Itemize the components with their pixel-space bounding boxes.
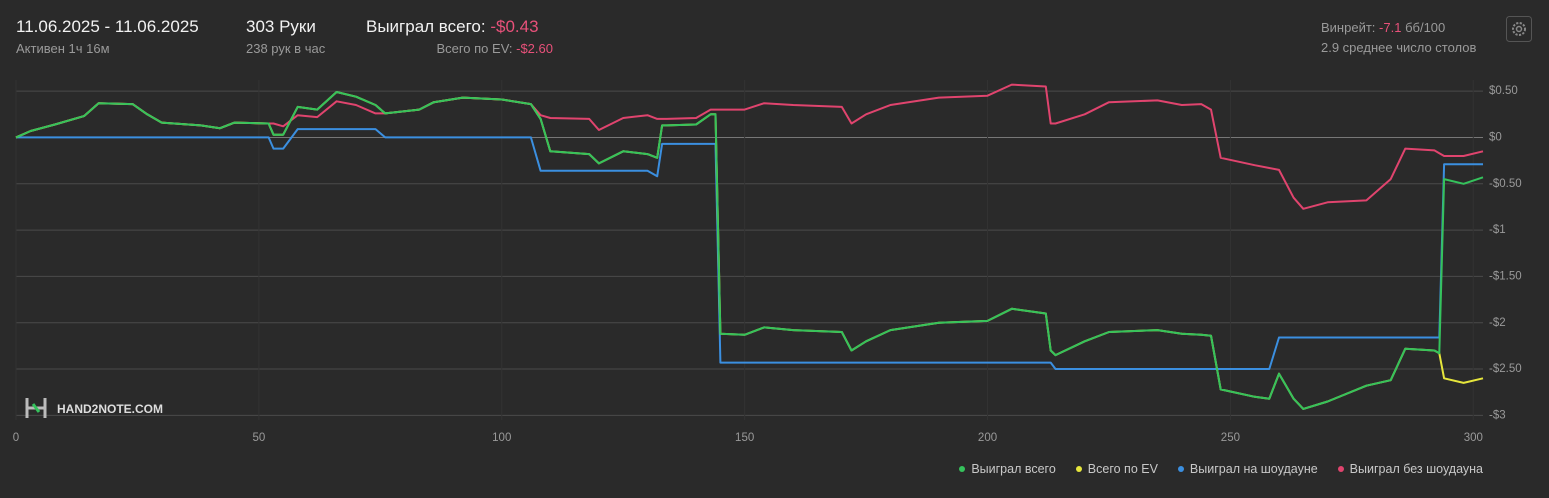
legend-item[interactable]: Выиграл на шоудауне <box>1177 462 1318 476</box>
hands: 303 Руки <box>246 17 316 36</box>
ev-total: Всего по EV: -$2.60 <box>436 41 553 56</box>
winrate-value: -7.1 <box>1379 20 1402 35</box>
ev-value: -$2.60 <box>516 41 553 56</box>
legend-label: Всего по EV <box>1087 462 1158 476</box>
y-tick-label: $0 <box>1489 131 1502 143</box>
y-tick-label: -$1 <box>1489 224 1506 236</box>
legend-item[interactable]: Всего по EV <box>1075 462 1158 476</box>
won-total: Выиграл всего: -$0.43 <box>366 17 539 37</box>
x-tick-label: 200 <box>978 432 997 444</box>
winrate-unit: бб/100 <box>1405 20 1446 35</box>
y-tick-label: -$2.50 <box>1489 363 1522 375</box>
series-line <box>15 91 1484 410</box>
legend-swatch <box>1337 466 1344 472</box>
legend-item[interactable]: Выиграл всего <box>959 462 1056 476</box>
date-range: 11.06.2025 - 11.06.2025 <box>16 17 199 36</box>
y-tick-label: -$3 <box>1489 409 1506 421</box>
y-tick-label: -$1.50 <box>1489 270 1522 282</box>
y-tick-label: $0.50 <box>1489 85 1518 97</box>
logo: HAND2NOTE.COM <box>25 398 163 418</box>
y-tick-label: -$0.50 <box>1489 178 1522 190</box>
legend-swatch <box>1075 466 1082 472</box>
x-tick-label: 0 <box>13 432 19 444</box>
y-tick-label: -$2 <box>1489 317 1506 329</box>
x-tick-label: 250 <box>1221 432 1240 444</box>
legend-label: Выиграл без шоудауна <box>1349 462 1483 476</box>
series-line <box>15 91 1484 410</box>
series-line <box>16 128 1483 370</box>
settings-button[interactable] <box>1506 16 1532 42</box>
x-tick-label: 50 <box>252 432 265 444</box>
legend-item[interactable]: Выиграл без шоудауна <box>1337 462 1483 476</box>
legend-swatch <box>1177 466 1184 472</box>
winrate: Винрейт: -7.1 бб/100 <box>1321 20 1445 35</box>
ev-label: Всего по EV: <box>436 41 513 56</box>
winrate-label: Винрейт: <box>1321 20 1376 35</box>
legend: Выиграл всего Всего по EV Выиграл на шоуда… <box>959 462 1483 476</box>
legend-label: Выиграл всего <box>971 462 1056 476</box>
won-label: Выиграл всего: <box>366 17 486 36</box>
legend-label: Выиграл на шоудауне <box>1189 462 1318 476</box>
avg-tables: 2.9 среднее число столов <box>1321 40 1477 55</box>
series-line <box>15 83 1484 210</box>
won-value: -$0.43 <box>490 17 539 36</box>
legend-swatch <box>959 466 966 472</box>
x-tick-label: 150 <box>735 432 754 444</box>
watermark: HAND2NOTE.COM <box>57 402 163 416</box>
hands-per-hour: 238 рук в час <box>246 41 326 56</box>
x-tick-label: 100 <box>492 432 511 444</box>
x-tick-label: 300 <box>1464 432 1483 444</box>
active-time: Активен 1ч 16м <box>16 41 110 56</box>
